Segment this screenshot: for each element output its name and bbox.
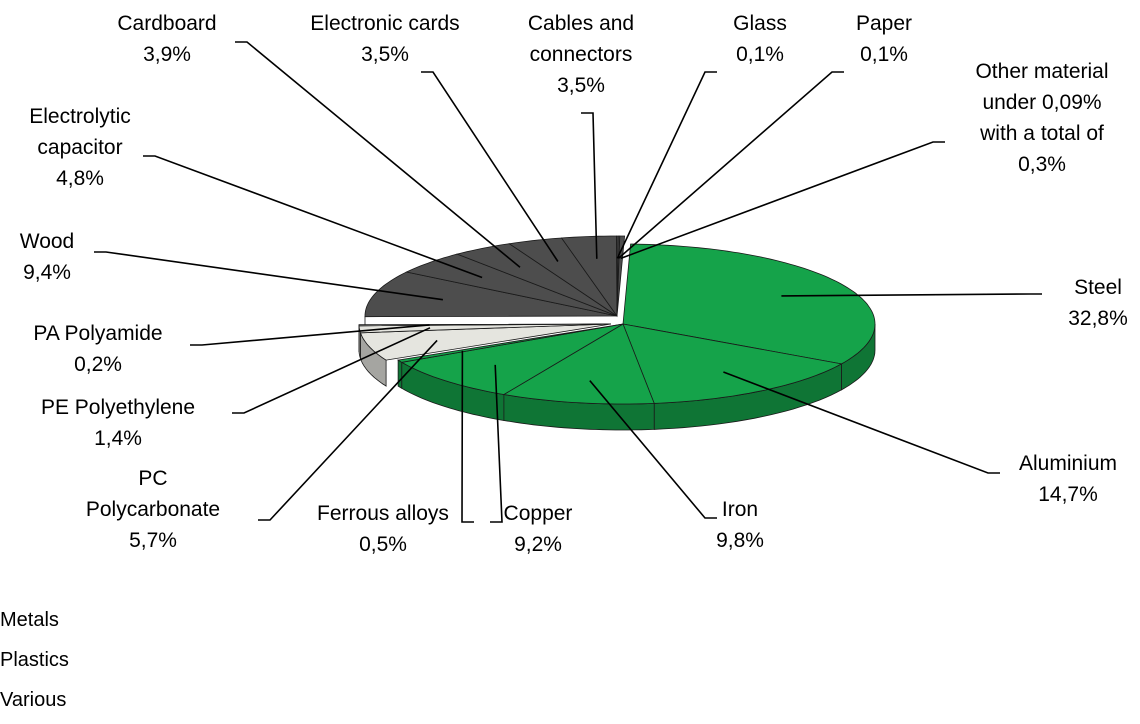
slice-label-ferrous-alloys: Ferrous alloys [317, 502, 449, 525]
slice-value-cables-and-connectors: 3,5% [557, 74, 605, 97]
legend-item-plastics: Plastics [0, 640, 69, 680]
leader-glass [617, 72, 717, 258]
slice-value-wood: 9,4% [23, 261, 71, 284]
slice-label-other-material-under-0-09-with-a-total-of: under 0,09% [982, 91, 1101, 114]
legend-item-various: Various [0, 680, 69, 720]
slice-label-pc-polycarbonate: PC [138, 467, 167, 490]
slice-label-electrolytic-capacitor: Electrolytic [29, 105, 131, 128]
slice-label-cables-and-connectors: Cables and [528, 12, 634, 35]
legend-label-various: Various [0, 680, 66, 720]
slice-label-cardboard: Cardboard [117, 12, 216, 35]
slice-label-iron: Iron [722, 498, 758, 521]
legend-label-metals: Metals [0, 600, 59, 640]
leader-aluminium [723, 372, 1000, 473]
legend-item-metals: Metals [0, 600, 69, 640]
slice-label-pa-polyamide: PA Polyamide [33, 322, 162, 345]
slice-value-pa-polyamide: 0,2% [74, 353, 122, 376]
leader-cardboard [235, 42, 520, 267]
slice-value-electrolytic-capacitor: 4,8% [56, 167, 104, 190]
leader-paper [618, 72, 844, 258]
slice-value-ferrous-alloys: 0,5% [359, 533, 407, 556]
slice-label-other-material-under-0-09-with-a-total-of: Other material [975, 60, 1108, 83]
leader-wood [94, 252, 443, 300]
slice-label-electrolytic-capacitor: capacitor [37, 136, 122, 159]
slice-label-glass: Glass [733, 12, 787, 35]
slice-value-pe-polyethylene: 1,4% [94, 427, 142, 450]
slice-side-ferrous-alloys [398, 360, 402, 388]
slice-label-wood: Wood [20, 230, 74, 253]
slice-value-glass: 0,1% [736, 43, 784, 66]
slice-label-electronic-cards: Electronic cards [310, 12, 459, 35]
slice-label-paper: Paper [856, 12, 912, 35]
slice-value-other-material-under-0-09-with-a-total-of: 0,3% [1018, 153, 1066, 176]
slice-label-aluminium: Aluminium [1019, 452, 1117, 475]
legend: Metals Plastics Various [0, 600, 69, 720]
slice-value-cardboard: 3,9% [143, 43, 191, 66]
slice-value-paper: 0,1% [860, 43, 908, 66]
slice-value-copper: 9,2% [514, 533, 562, 556]
slice-value-pc-polycarbonate: 5,7% [129, 529, 177, 552]
leader-other-material-under-0-09-with-a-total-of [621, 142, 945, 258]
slice-label-steel: Steel [1074, 276, 1122, 299]
slice-label-cables-and-connectors: connectors [530, 43, 633, 66]
slice-value-aluminium: 14,7% [1038, 483, 1098, 506]
slice-value-steel: 32,8% [1068, 307, 1128, 330]
slice-label-pc-polycarbonate: Polycarbonate [86, 498, 220, 521]
legend-label-plastics: Plastics [0, 640, 69, 680]
slice-value-electronic-cards: 3,5% [361, 43, 409, 66]
slice-label-copper: Copper [504, 502, 573, 525]
leader-electrolytic-capacitor [143, 156, 482, 278]
slice-value-iron: 9,8% [716, 529, 764, 552]
leader-electronic-cards [421, 72, 558, 262]
slice-label-other-material-under-0-09-with-a-total-of: with a total of [979, 122, 1104, 145]
slice-label-pe-polyethylene: PE Polyethylene [41, 396, 195, 419]
